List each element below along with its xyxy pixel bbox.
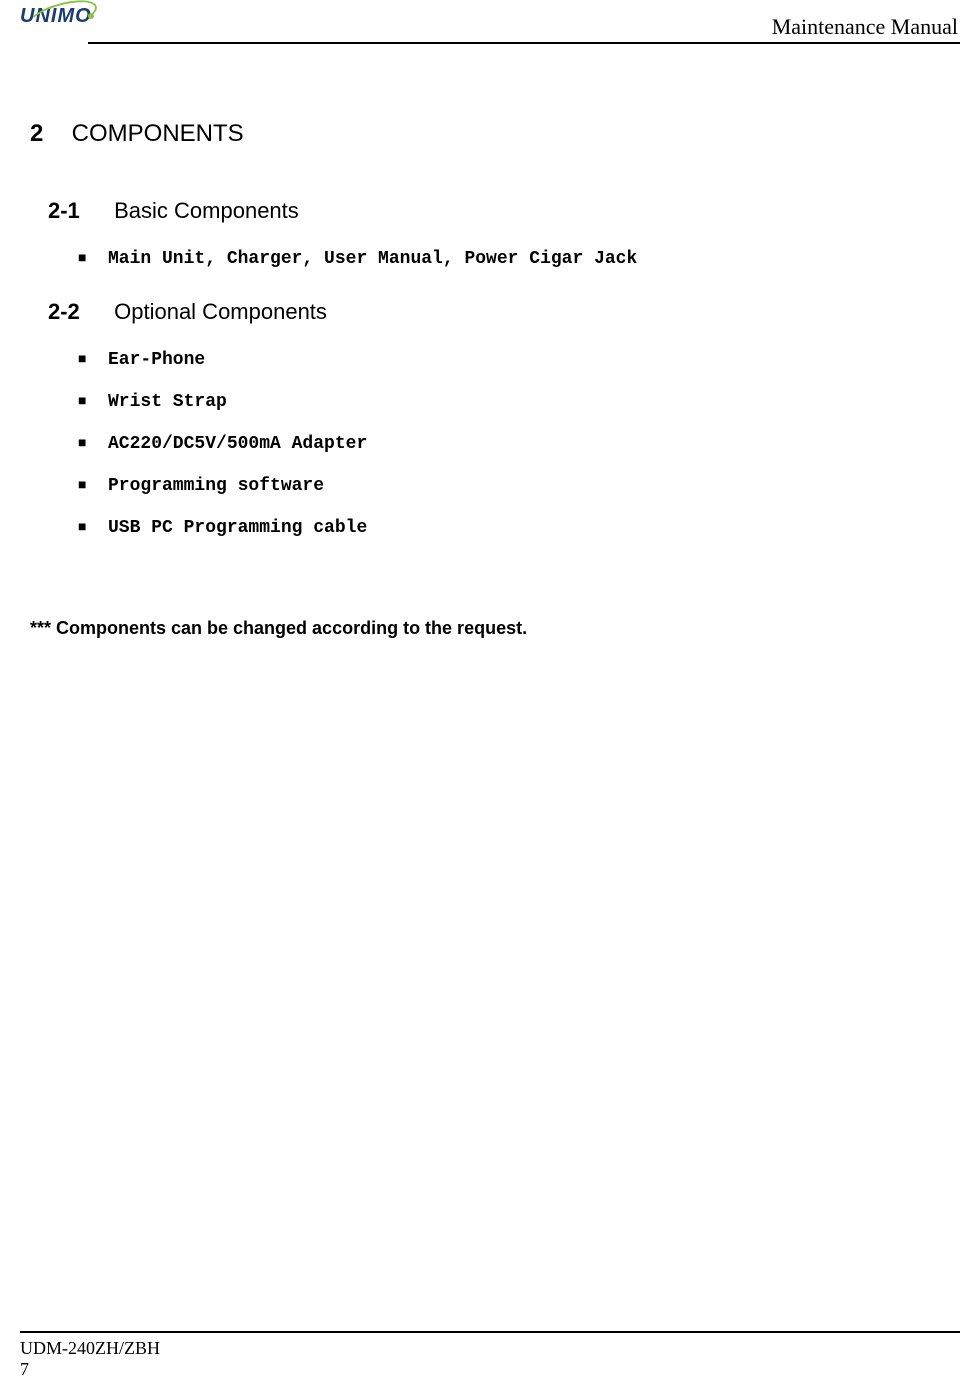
- footer-divider: [20, 1331, 960, 1333]
- header-divider: [88, 42, 960, 44]
- list-item: Wrist Strap: [78, 392, 950, 412]
- footer-model: UDM-240ZH/ZBH: [20, 1338, 960, 1359]
- basic-components-list: Main Unit, Charger, User Manual, Power C…: [78, 249, 950, 269]
- page-content: 2 COMPONENTS 2-1 Basic Components Main U…: [0, 60, 980, 639]
- list-item: Main Unit, Charger, User Manual, Power C…: [78, 249, 950, 269]
- header-title: Maintenance Manual: [772, 14, 958, 40]
- subsection-optional: 2-2 Optional Components Ear-Phone Wrist …: [48, 299, 950, 538]
- section-heading: 2 COMPONENTS: [30, 120, 950, 148]
- subsection-title: Optional Components: [114, 299, 327, 324]
- subsection-title: Basic Components: [114, 198, 299, 223]
- components-note: *** Components can be changed according …: [30, 618, 950, 639]
- page-footer: UDM-240ZH/ZBH 7: [20, 1331, 960, 1380]
- optional-components-list: Ear-Phone Wrist Strap AC220/DC5V/500mA A…: [78, 350, 950, 538]
- list-item: AC220/DC5V/500mA Adapter: [78, 434, 950, 454]
- list-item: USB PC Programming cable: [78, 518, 950, 538]
- logo-dot-icon: [88, 13, 94, 19]
- list-item: Programming software: [78, 476, 950, 496]
- section-number: 2: [30, 120, 65, 148]
- subsection-number: 2-1: [48, 198, 108, 224]
- subsection-heading: 2-1 Basic Components: [48, 198, 950, 224]
- subsection-heading: 2-2 Optional Components: [48, 299, 950, 325]
- list-item: Ear-Phone: [78, 350, 950, 370]
- subsection-number: 2-2: [48, 299, 108, 325]
- subsection-basic: 2-1 Basic Components Main Unit, Charger,…: [48, 198, 950, 269]
- page-header: UNIMO Maintenance Manual: [0, 0, 980, 60]
- section-title: COMPONENTS: [72, 120, 244, 147]
- page-number: 7: [20, 1359, 960, 1380]
